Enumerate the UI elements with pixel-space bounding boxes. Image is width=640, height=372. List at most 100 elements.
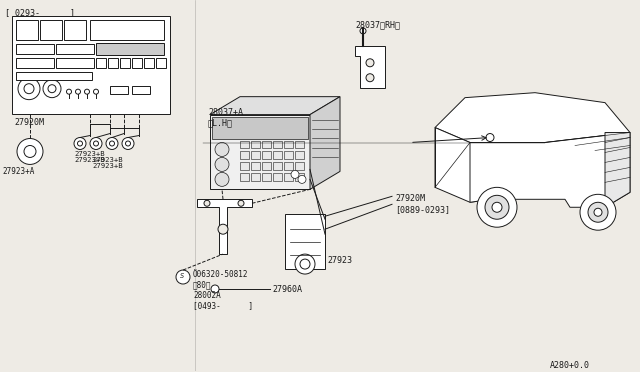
Bar <box>240 163 249 170</box>
Bar <box>110 86 128 94</box>
Bar <box>156 58 166 68</box>
Polygon shape <box>197 199 252 254</box>
Circle shape <box>176 270 190 284</box>
Text: [ 0293-      ]: [ 0293- ] <box>5 8 75 17</box>
Bar <box>284 163 293 170</box>
Polygon shape <box>435 93 630 142</box>
Bar <box>285 214 325 269</box>
Circle shape <box>486 134 494 141</box>
Polygon shape <box>605 132 630 207</box>
Circle shape <box>125 141 131 146</box>
Text: 27923+B: 27923+B <box>74 151 104 157</box>
Text: 27923+B: 27923+B <box>92 157 123 163</box>
Circle shape <box>122 138 134 150</box>
Bar <box>262 163 271 170</box>
Text: 28037〈RH〉: 28037〈RH〉 <box>355 20 400 29</box>
Polygon shape <box>310 97 340 189</box>
Circle shape <box>485 195 509 219</box>
Polygon shape <box>210 115 310 189</box>
Text: A280+0.0: A280+0.0 <box>550 361 590 370</box>
Bar <box>284 173 293 182</box>
Text: 27920M: 27920M <box>14 118 44 126</box>
Bar <box>240 141 249 148</box>
Bar <box>273 151 282 160</box>
Text: 27960A: 27960A <box>272 285 302 294</box>
Circle shape <box>298 175 306 183</box>
Circle shape <box>204 200 210 206</box>
Circle shape <box>291 170 299 179</box>
Bar <box>132 58 142 68</box>
Bar <box>240 173 249 182</box>
Bar <box>16 72 92 80</box>
Bar <box>262 141 271 148</box>
Bar <box>251 151 260 160</box>
Text: 28037+A
〈L.H〉: 28037+A 〈L.H〉 <box>208 108 243 127</box>
Circle shape <box>295 254 315 274</box>
Circle shape <box>211 285 219 293</box>
Circle shape <box>93 89 99 94</box>
Circle shape <box>360 28 366 34</box>
Text: 27923: 27923 <box>327 256 352 265</box>
Circle shape <box>215 172 229 186</box>
Bar <box>96 43 164 55</box>
Bar <box>144 58 154 68</box>
Text: 27920M
[0889-0293]: 27920M [0889-0293] <box>395 194 450 214</box>
Bar <box>295 141 304 148</box>
Bar <box>251 173 260 182</box>
Bar <box>16 44 54 54</box>
Circle shape <box>18 78 40 100</box>
Bar <box>132 86 150 94</box>
Bar <box>16 20 38 40</box>
Circle shape <box>76 89 81 94</box>
Circle shape <box>74 138 86 150</box>
Bar <box>64 20 86 40</box>
Bar <box>16 58 54 68</box>
Bar <box>295 151 304 160</box>
Text: Ö06320-50812
〈80〉
28002A
[0493-      ]: Ö06320-50812 〈80〉 28002A [0493- ] <box>193 270 253 310</box>
Polygon shape <box>470 132 630 207</box>
Bar <box>251 141 260 148</box>
Circle shape <box>109 141 115 146</box>
Circle shape <box>215 157 229 171</box>
Bar <box>108 58 118 68</box>
Bar <box>90 20 164 40</box>
Circle shape <box>84 89 90 94</box>
Circle shape <box>24 84 34 94</box>
Bar <box>56 44 94 54</box>
Circle shape <box>300 259 310 269</box>
Bar <box>262 151 271 160</box>
Circle shape <box>93 141 99 146</box>
Circle shape <box>477 187 517 227</box>
Text: 27923+A: 27923+A <box>2 167 35 176</box>
Bar <box>262 173 271 182</box>
Circle shape <box>106 138 118 150</box>
Circle shape <box>77 141 83 146</box>
Polygon shape <box>435 128 510 202</box>
Polygon shape <box>355 46 385 88</box>
Bar <box>273 173 282 182</box>
Bar <box>273 141 282 148</box>
Text: S: S <box>180 273 184 279</box>
Circle shape <box>366 59 374 67</box>
Bar <box>56 58 94 68</box>
Circle shape <box>588 202 608 222</box>
Bar <box>240 151 249 160</box>
Bar <box>12 16 170 113</box>
Circle shape <box>48 85 56 93</box>
Circle shape <box>218 224 228 234</box>
Circle shape <box>492 202 502 212</box>
Circle shape <box>594 208 602 216</box>
Circle shape <box>580 194 616 230</box>
Circle shape <box>90 138 102 150</box>
Circle shape <box>238 200 244 206</box>
Bar <box>295 173 304 182</box>
Circle shape <box>366 74 374 82</box>
Circle shape <box>24 145 36 157</box>
Bar <box>284 151 293 160</box>
Circle shape <box>67 89 72 94</box>
Bar <box>284 141 293 148</box>
Bar <box>212 116 308 138</box>
Bar <box>40 20 62 40</box>
Text: 27923+B: 27923+B <box>74 157 104 163</box>
Bar <box>251 163 260 170</box>
